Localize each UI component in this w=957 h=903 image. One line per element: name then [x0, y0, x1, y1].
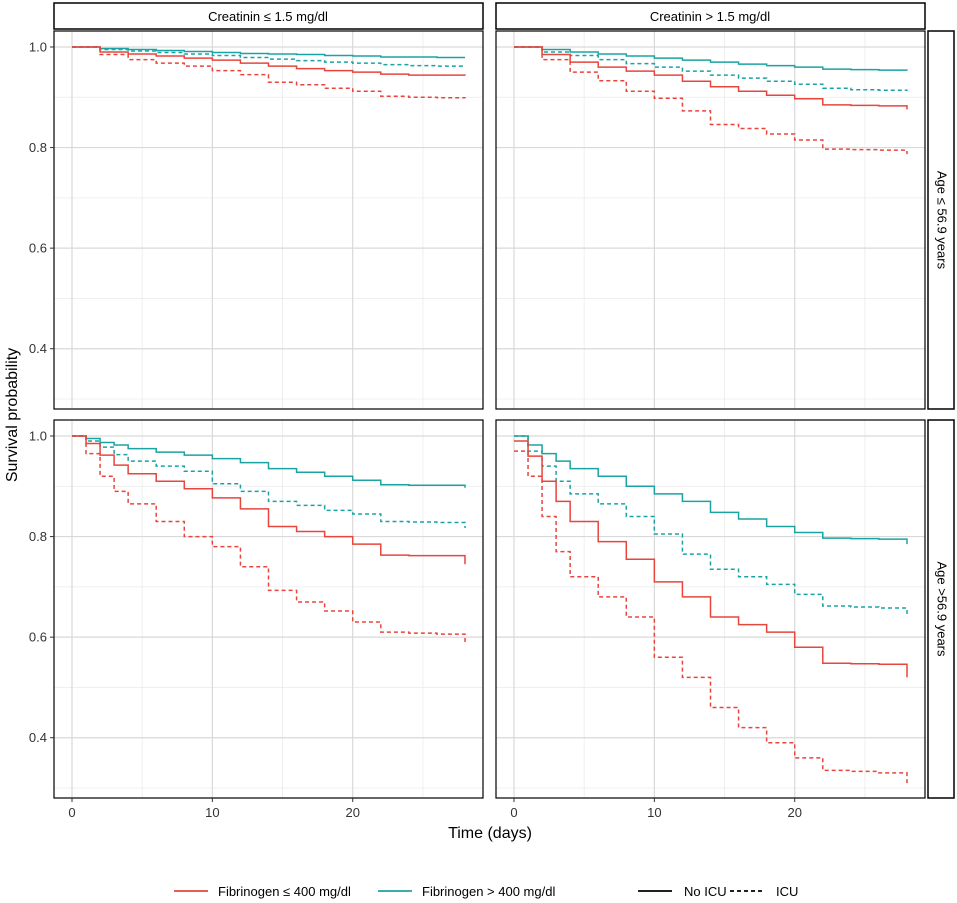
- series-line: [514, 46, 908, 71]
- x-tick-label: 10: [205, 805, 219, 820]
- column-strip-1: [53, 2, 484, 30]
- row-label-2: Age >56.9 years: [935, 561, 950, 657]
- series-line: [514, 440, 908, 678]
- panel-border: [53, 419, 484, 799]
- x-tick-label: 20: [345, 805, 359, 820]
- row-strip-1: [927, 30, 955, 410]
- series-line: [514, 435, 908, 545]
- panel-2: [495, 30, 926, 410]
- series-line: [514, 46, 908, 91]
- panel-background: [54, 31, 483, 409]
- y-tick-label: 0.6: [29, 630, 47, 645]
- series-line: [514, 46, 908, 110]
- panel-1: 0.4 0.6 0.8 1.0: [29, 30, 484, 410]
- panel-background: [496, 31, 925, 409]
- legend-label-no-icu: No ICU: [684, 884, 727, 899]
- row-strip-2: [927, 419, 955, 799]
- x-tick-label: 0: [510, 805, 517, 820]
- y-tick-label: 0.4: [29, 730, 47, 745]
- series-line: [72, 46, 466, 99]
- series-line: [72, 435, 466, 488]
- x-tick-label: 0: [68, 805, 75, 820]
- x-tick-label: 10: [647, 805, 661, 820]
- column-label-1: Creatinin ≤ 1.5 mg/dl: [208, 9, 328, 24]
- series-line: [514, 435, 908, 618]
- series-line: [514, 450, 908, 786]
- x-axis-title: Time (days): [448, 825, 532, 842]
- legend-label-fib-low: Fibrinogen ≤ 400 mg/dl: [218, 884, 351, 899]
- panel-3: 0.4 0.6 0.8 1.0 0 10 20: [29, 419, 484, 820]
- x-tick-label: 20: [787, 805, 801, 820]
- y-tick-label: 1.0: [29, 40, 47, 55]
- y-tick-label: 0.6: [29, 241, 47, 256]
- series-line: [72, 46, 466, 67]
- column-label-2: Creatinin > 1.5 mg/dl: [650, 9, 770, 24]
- series-line: [72, 435, 466, 645]
- series-line: [514, 46, 908, 155]
- series-line: [72, 46, 465, 59]
- column-strip-2: [495, 2, 926, 30]
- legend-label-fib-high: Fibrinogen > 400 mg/dl: [422, 884, 555, 899]
- panel-border: [495, 30, 926, 410]
- row-label-1: Age ≤ 56.9 years: [935, 171, 950, 270]
- legend-label-icu: ICU: [776, 884, 798, 899]
- legend: Fibrinogen ≤ 400 mg/dl Fibrinogen > 400 …: [174, 884, 798, 899]
- panel-background: [54, 420, 483, 798]
- y-tick-label: 0.8: [29, 140, 47, 155]
- series-line: [72, 46, 466, 76]
- y-tick-label: 0.4: [29, 341, 47, 356]
- panels-group: 0.4 0.6 0.8 1.0 0.4 0.6 0.8 1.0 0 10 20 0 10 20: [29, 30, 926, 820]
- series-line: [72, 435, 466, 565]
- y-tick-label: 1.0: [29, 429, 47, 444]
- panel-border: [495, 419, 926, 799]
- y-axis-title: Survival probability: [4, 348, 21, 482]
- y-tick-label: 0.8: [29, 529, 47, 544]
- panel-4: 0 10 20: [495, 419, 926, 820]
- panel-border: [53, 30, 484, 410]
